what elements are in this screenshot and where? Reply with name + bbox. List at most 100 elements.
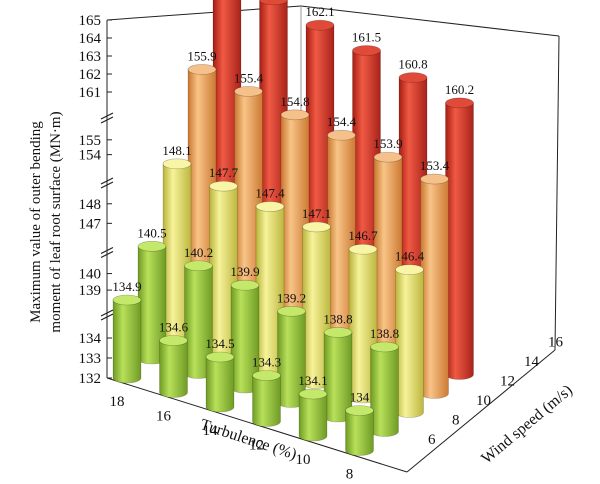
data-label: 155.9 xyxy=(187,48,216,63)
z-axis-ticks: 68 10 12 14 16 xyxy=(428,335,564,449)
bar-top xyxy=(348,243,378,255)
series-ws-12: 155.9 155.4 154.8 154.4 153.9 153.4 xyxy=(187,48,450,399)
y-tick-label: 163 xyxy=(79,49,102,65)
x-tick-label: 14 xyxy=(203,423,219,439)
bar-top xyxy=(137,241,167,252)
y-tick-label: 165 xyxy=(79,13,102,29)
bar-top xyxy=(205,351,235,363)
z-tick-label: 16 xyxy=(548,335,564,351)
bar-top xyxy=(302,221,331,233)
y-tick-label: 132 xyxy=(79,371,102,387)
bar xyxy=(445,102,474,380)
data-label: 148.1 xyxy=(162,143,191,158)
back-right-edge xyxy=(554,35,560,351)
y-tick-label: 133 xyxy=(79,351,102,367)
bar xyxy=(395,269,424,418)
bar xyxy=(370,346,399,437)
bar-top xyxy=(112,294,142,306)
bar xyxy=(420,178,449,399)
data-label: 134.1 xyxy=(298,373,327,388)
bar-top xyxy=(184,260,213,272)
z-tick-label: 6 xyxy=(428,432,436,448)
data-label: 140.5 xyxy=(137,225,166,240)
bar-top xyxy=(305,19,335,31)
y-tick-label: 148 xyxy=(79,197,102,213)
axis-break-mark xyxy=(100,246,114,255)
bar-top xyxy=(162,158,192,170)
bar-top xyxy=(370,341,399,353)
axis-break-mark xyxy=(100,181,114,189)
axis-break-mark xyxy=(100,177,114,185)
bar-top xyxy=(277,305,306,317)
bar-top xyxy=(159,335,188,346)
bar-top xyxy=(280,109,310,121)
data-label: 147.4 xyxy=(255,186,285,201)
data-label: 147.7 xyxy=(209,165,239,180)
x-tick-label: 16 xyxy=(156,409,172,425)
x-tick-label: 10 xyxy=(296,452,311,468)
x-tick-label: 18 xyxy=(110,394,125,410)
bar xyxy=(112,299,142,384)
bar-top xyxy=(445,97,474,109)
y-tick-label: 140 xyxy=(79,267,102,283)
data-label: 147.1 xyxy=(302,206,331,221)
series-ws-8: 140.5 140.2 139.9 139.2 138.8 138.8 xyxy=(137,225,399,437)
series-ws-6: 134.9 134.6 134.5 134.3 134.1 134 xyxy=(112,279,374,456)
y-axis-label-line-2: moment of leaf root surface (MN·m) xyxy=(48,111,64,332)
data-label: 139.9 xyxy=(230,264,259,279)
data-label: 161.5 xyxy=(352,30,381,45)
bar-top xyxy=(252,370,281,381)
data-label: 146.4 xyxy=(395,249,425,264)
bar-top xyxy=(345,405,374,416)
axis-break-mark xyxy=(100,313,114,321)
data-label: 155.4 xyxy=(234,70,264,85)
data-label: 154.8 xyxy=(280,94,309,109)
y-tick-label: 134 xyxy=(79,331,102,347)
bar xyxy=(205,356,235,413)
data-label: 138.8 xyxy=(370,326,399,341)
y-tick-label: 162 xyxy=(79,67,102,83)
bars: 163.4162.7162.1161.5160.8160.2155.9155.4… xyxy=(112,0,474,456)
x-axis-label: Turbulence (%) xyxy=(198,416,299,463)
bar-top xyxy=(420,173,449,185)
bar-top xyxy=(259,0,288,6)
axis-break-mark xyxy=(100,309,114,317)
data-label: 138.8 xyxy=(323,311,352,326)
data-label: 134.6 xyxy=(159,320,189,335)
data-label: 134 xyxy=(350,390,370,405)
x-tick-label: 12 xyxy=(249,438,264,454)
data-label: 154.4 xyxy=(327,114,357,129)
bar-top xyxy=(255,201,285,212)
data-label: 153.9 xyxy=(373,136,402,151)
data-label: 134.5 xyxy=(205,336,234,351)
data-label: 153.4 xyxy=(420,158,450,173)
bar-top xyxy=(395,264,424,275)
bar-top xyxy=(398,72,428,83)
axis-break-mark xyxy=(100,250,114,259)
data-label: 146.7 xyxy=(348,228,378,243)
data-label: 140.2 xyxy=(184,245,213,260)
y-tick-label: 155 xyxy=(79,133,102,149)
bar-top xyxy=(234,86,263,97)
bar xyxy=(252,375,281,427)
axis-break-mark xyxy=(100,112,114,120)
bar xyxy=(298,393,328,442)
data-label: 162.1 xyxy=(305,4,334,19)
z-axis-line xyxy=(406,349,556,473)
bar-top xyxy=(230,279,260,291)
z-tick-label: 12 xyxy=(500,374,515,390)
bar xyxy=(159,340,188,398)
bar-top xyxy=(187,64,217,75)
axis-break-mark xyxy=(100,116,114,124)
data-label: 139.2 xyxy=(277,290,306,305)
y-tick-label: 154 xyxy=(79,148,102,164)
x-tick-label: 8 xyxy=(346,467,354,483)
y-tick-label: 139 xyxy=(79,283,102,299)
data-label: 160.8 xyxy=(398,57,427,72)
z-tick-label: 14 xyxy=(524,354,540,370)
y-tick-label: 161 xyxy=(79,85,102,101)
bar-top xyxy=(298,388,328,400)
data-label: 134.3 xyxy=(252,355,281,370)
